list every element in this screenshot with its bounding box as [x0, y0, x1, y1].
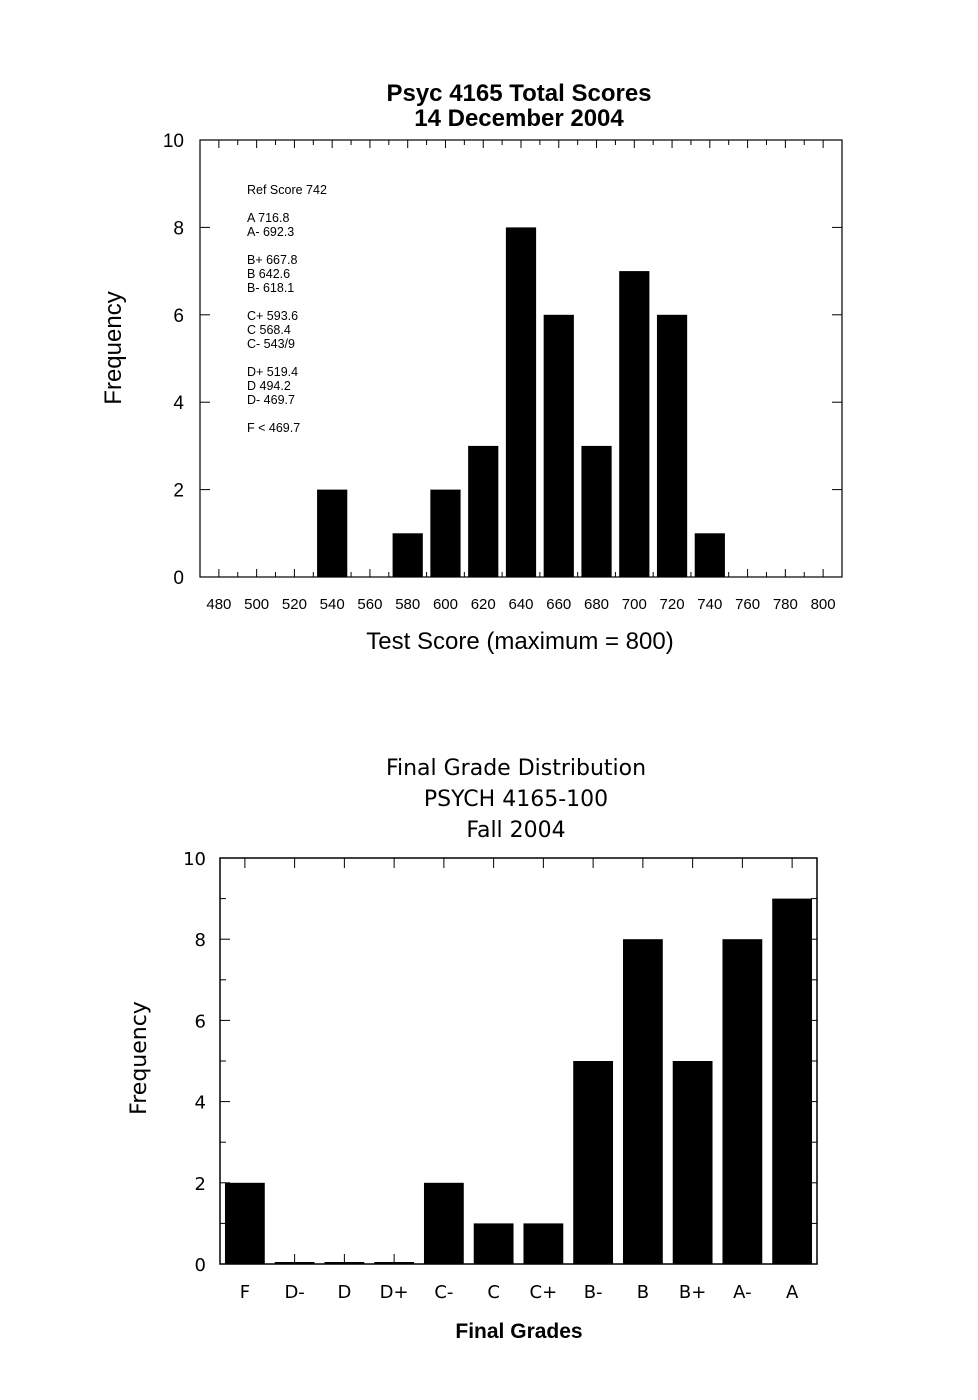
chart1-y-axis-label: Frequency	[100, 291, 127, 404]
chart2-x-axis-label: Final Grades	[455, 1320, 582, 1343]
chart1-x-tick-label: 780	[773, 596, 798, 613]
chart2-x-tick-label: C-	[434, 1282, 453, 1303]
chart1-x-tick-label: 500	[244, 596, 269, 613]
chart1-annotation: A 716.8	[247, 211, 289, 225]
chart1-x-tick-label: 740	[697, 596, 722, 613]
chart2-y-tick-label: 4	[195, 1093, 206, 1114]
chart2-title-line-3: Fall 2004	[466, 818, 565, 843]
chart2-bar	[772, 898, 813, 1264]
chart2-title-line-2: PSYCH 4165-100	[424, 787, 608, 812]
chart1-annotation: D- 469.7	[247, 393, 295, 407]
chart2-bar	[523, 1223, 564, 1264]
chart1-x-axis-label: Test Score (maximum = 800)	[366, 628, 673, 655]
chart2-x-tick-label: A	[786, 1282, 799, 1303]
test-score-histogram: Psyc 4165 Total Scores 14 December 2004 …	[100, 80, 843, 655]
chart1-annotation: C- 543/9	[247, 337, 295, 351]
chart2-title-line-1: Final Grade Distribution	[386, 756, 646, 781]
chart1-x-tick-label: 600	[433, 596, 458, 613]
chart1-x-tick-label: 700	[622, 596, 647, 613]
chart1-bar	[656, 314, 688, 577]
chart1-bar	[317, 489, 348, 577]
chart1-bar	[694, 533, 725, 577]
chart1-y-tick-label: 10	[163, 131, 184, 152]
chart2-y-axis-label: Frequency	[127, 1001, 152, 1115]
chart2-x-tick-label: D+	[380, 1282, 409, 1303]
chart1-bar	[543, 314, 574, 577]
chart2-y-tick-label: 6	[195, 1011, 206, 1032]
chart1-annotation: Ref Score 742	[247, 183, 327, 197]
chart1-bar	[505, 227, 537, 577]
chart1-annotation: B 642.6	[247, 267, 290, 281]
chart1-x-tick-label: 480	[206, 596, 231, 613]
chart1-bar	[392, 533, 423, 577]
chart1-x-tick-label: 560	[357, 596, 382, 613]
chart1-x-tick-label: 760	[735, 596, 760, 613]
chart2-bar	[722, 939, 763, 1264]
chart1-annotation: C+ 593.6	[247, 309, 298, 323]
chart2-x-tick-label: A-	[733, 1282, 751, 1303]
chart1-y-tick-label: 0	[173, 568, 184, 589]
chart1-x-tick-label: 680	[584, 596, 609, 613]
chart2-x-tick-label: B+	[679, 1282, 706, 1303]
chart1-x-tick-label: 800	[811, 596, 836, 613]
chart2-bar	[423, 1182, 464, 1264]
chart2-bar	[622, 939, 663, 1264]
chart1-bar	[430, 489, 461, 577]
chart1-bar	[581, 445, 612, 577]
chart1-x-tick-label: 640	[508, 596, 533, 613]
chart2-bar	[573, 1061, 614, 1264]
chart1-annotation: A- 692.3	[247, 225, 294, 239]
final-grade-histogram: Final Grade Distribution PSYCH 4165-100 …	[127, 756, 818, 1343]
chart1-y-tick-label: 4	[173, 393, 184, 414]
chart1-x-tick-label: 580	[395, 596, 420, 613]
chart1-x-tick-label: 540	[320, 596, 345, 613]
chart1-bar	[468, 445, 499, 577]
chart1-annotation: B- 618.1	[247, 281, 294, 295]
chart2-y-tick-label: 0	[195, 1255, 206, 1276]
chart1-annotation: D 494.2	[247, 379, 291, 393]
chart2-x-tick-label: D-	[284, 1282, 304, 1303]
chart2-bar	[473, 1223, 514, 1264]
chart2-x-tick-label: F	[240, 1282, 250, 1303]
chart1-title: Psyc 4165 Total Scores	[386, 80, 651, 107]
chart2-x-tick-label: B-	[584, 1282, 603, 1303]
chart2-bar	[672, 1061, 713, 1264]
chart2-x-tick-label: B	[637, 1282, 649, 1303]
chart2-y-tick-label: 8	[195, 930, 206, 951]
chart1-x-tick-label: 520	[282, 596, 307, 613]
chart2-x-tick-label: C+	[530, 1282, 558, 1303]
chart2-x-tick-label: C	[487, 1282, 500, 1303]
chart1-x-tick-label: 720	[660, 596, 685, 613]
chart1-y-tick-label: 2	[173, 481, 184, 502]
chart1-x-tick-label: 660	[546, 596, 571, 613]
chart1-bar	[619, 271, 650, 577]
chart1-annotation: D+ 519.4	[247, 365, 298, 379]
chart1-y-tick-label: 6	[173, 306, 184, 327]
chart2-y-tick-label: 10	[183, 849, 206, 870]
chart1-subtitle: 14 December 2004	[414, 105, 624, 132]
chart2-y-tick-label: 2	[195, 1174, 206, 1195]
chart2-bar	[224, 1182, 265, 1264]
chart1-annotation: C 568.4	[247, 323, 291, 337]
chart1-x-tick-label: 620	[471, 596, 496, 613]
chart1-annotation: F < 469.7	[247, 421, 300, 435]
chart1-y-tick-label: 8	[173, 218, 184, 239]
chart2-x-tick-label: D	[337, 1282, 351, 1303]
chart1-annotation: B+ 667.8	[247, 253, 297, 267]
